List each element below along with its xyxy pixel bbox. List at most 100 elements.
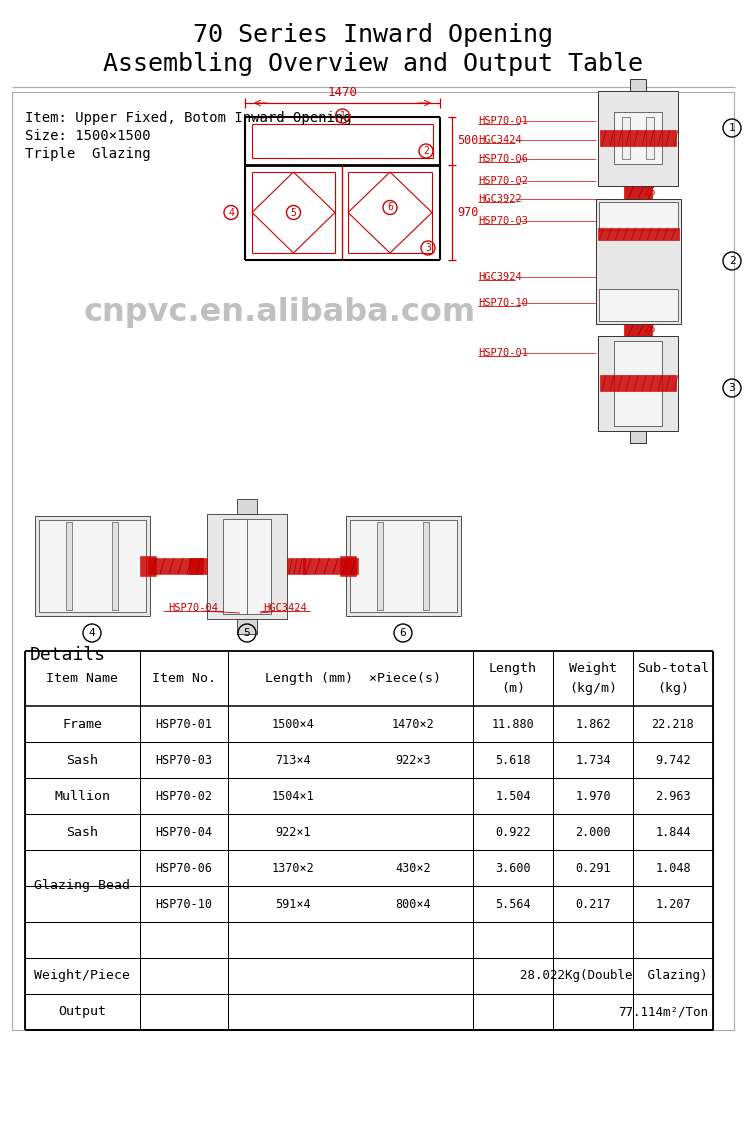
Text: HGC3424: HGC3424	[263, 604, 307, 613]
Bar	[237, 498, 257, 513]
Bar	[614, 341, 662, 425]
Text: 3: 3	[425, 243, 431, 253]
Text: 922×1: 922×1	[275, 825, 311, 839]
Text: 430×2: 430×2	[395, 862, 431, 874]
Bar	[598, 201, 678, 230]
Text: 4: 4	[228, 208, 234, 217]
Bar	[600, 375, 676, 391]
Text: HSP70-01: HSP70-01	[478, 115, 528, 126]
Text: 2: 2	[728, 256, 735, 266]
Text: 1.734: 1.734	[575, 753, 611, 767]
Bar	[346, 515, 460, 616]
Text: 11.880: 11.880	[492, 718, 534, 730]
Text: HSP70-10: HSP70-10	[478, 298, 528, 307]
Text: HGC3922: HGC3922	[478, 194, 521, 203]
Text: 5.564: 5.564	[495, 897, 531, 911]
Text: HSP70-04: HSP70-04	[155, 825, 212, 839]
Text: 1.207: 1.207	[655, 897, 691, 911]
Bar	[377, 522, 383, 610]
Bar	[630, 79, 646, 90]
Text: 0.291: 0.291	[575, 862, 611, 874]
Text: 3: 3	[728, 383, 735, 393]
Bar	[237, 618, 257, 633]
Bar	[223, 519, 271, 614]
Text: 0.922: 0.922	[495, 825, 531, 839]
Bar	[34, 515, 149, 616]
Text: (kg): (kg)	[657, 682, 689, 695]
Text: HSP70-01: HSP70-01	[155, 718, 212, 730]
Text: cnpvc.en.alibaba.com: cnpvc.en.alibaba.com	[84, 297, 476, 328]
Text: HSP70-10: HSP70-10	[155, 897, 212, 911]
Text: 77.114m²/Ton: 77.114m²/Ton	[618, 1006, 708, 1018]
Text: Triple  Glazing: Triple Glazing	[25, 147, 151, 161]
Text: 28.022Kg(Double  Glazing): 28.022Kg(Double Glazing)	[521, 969, 708, 983]
Text: 1.970: 1.970	[575, 790, 611, 802]
Text: 1504×1: 1504×1	[272, 790, 314, 802]
Text: Length (mm)  ×Piece(s): Length (mm) ×Piece(s)	[265, 672, 441, 685]
Text: 713×4: 713×4	[275, 753, 311, 767]
Text: Sash: Sash	[66, 753, 99, 767]
Bar	[598, 336, 678, 431]
Text: 1: 1	[340, 111, 345, 121]
Bar	[339, 555, 356, 576]
Bar	[112, 522, 118, 610]
Text: (kg/m): (kg/m)	[569, 682, 617, 695]
Text: HSP70-06: HSP70-06	[155, 862, 212, 874]
Text: 6: 6	[387, 202, 393, 213]
Bar	[148, 558, 203, 574]
Text: Glazing Bead: Glazing Bead	[34, 879, 131, 893]
Text: Item: Upper Fixed, Botom Inward Opening: Item: Upper Fixed, Botom Inward Opening	[25, 111, 352, 125]
Text: 1: 1	[728, 123, 735, 133]
Text: 1.048: 1.048	[655, 862, 691, 874]
Bar	[207, 513, 287, 618]
Text: 1500×4: 1500×4	[272, 718, 314, 730]
Text: Mullion: Mullion	[55, 790, 111, 802]
Bar	[600, 130, 676, 146]
Bar	[189, 558, 207, 574]
Text: Weight/Piece: Weight/Piece	[34, 969, 131, 983]
Text: Sash: Sash	[66, 825, 99, 839]
Text: 591×4: 591×4	[275, 897, 311, 911]
Text: Assembling Overview and Output Table: Assembling Overview and Output Table	[103, 51, 643, 75]
Text: 922×3: 922×3	[395, 753, 431, 767]
Text: (m): (m)	[501, 682, 525, 695]
Text: 500: 500	[457, 135, 479, 147]
Text: 26: 26	[643, 325, 656, 335]
Text: Sub-total: Sub-total	[637, 662, 709, 676]
Bar	[423, 522, 429, 610]
Bar	[646, 117, 654, 159]
Text: 1.862: 1.862	[575, 718, 611, 730]
Bar	[350, 520, 456, 612]
Text: HSP70-02: HSP70-02	[478, 176, 528, 186]
Circle shape	[617, 240, 660, 282]
Text: 5: 5	[244, 628, 250, 638]
Text: Item No.: Item No.	[152, 672, 216, 685]
Text: 5: 5	[291, 208, 297, 217]
Text: HSP70-02: HSP70-02	[155, 790, 212, 802]
Bar	[12, 91, 734, 1030]
Text: 70 Series Inward Opening: 70 Series Inward Opening	[193, 23, 553, 47]
Text: Output: Output	[58, 1006, 107, 1018]
Text: 2.963: 2.963	[655, 790, 691, 802]
Bar	[595, 199, 681, 323]
Text: 2.000: 2.000	[575, 825, 611, 839]
Text: HSP70-04: HSP70-04	[168, 604, 218, 613]
Text: 22.218: 22.218	[651, 718, 695, 730]
Text: HGC3424: HGC3424	[478, 135, 521, 145]
Bar	[303, 558, 358, 574]
Bar	[614, 112, 662, 165]
Text: Item Name: Item Name	[46, 672, 119, 685]
Text: 800×4: 800×4	[395, 897, 431, 911]
Text: 1370×2: 1370×2	[272, 862, 314, 874]
Text: Details: Details	[30, 646, 106, 664]
Text: Frame: Frame	[63, 718, 102, 730]
Text: Length: Length	[489, 662, 537, 676]
Bar	[140, 555, 155, 576]
Text: 9.742: 9.742	[655, 753, 691, 767]
Text: HSP70-06: HSP70-06	[478, 154, 528, 163]
Text: 970: 970	[457, 206, 479, 219]
Text: 1470×2: 1470×2	[391, 718, 434, 730]
Bar	[624, 185, 652, 199]
Bar	[598, 289, 678, 320]
Text: HGC3924: HGC3924	[478, 272, 521, 282]
